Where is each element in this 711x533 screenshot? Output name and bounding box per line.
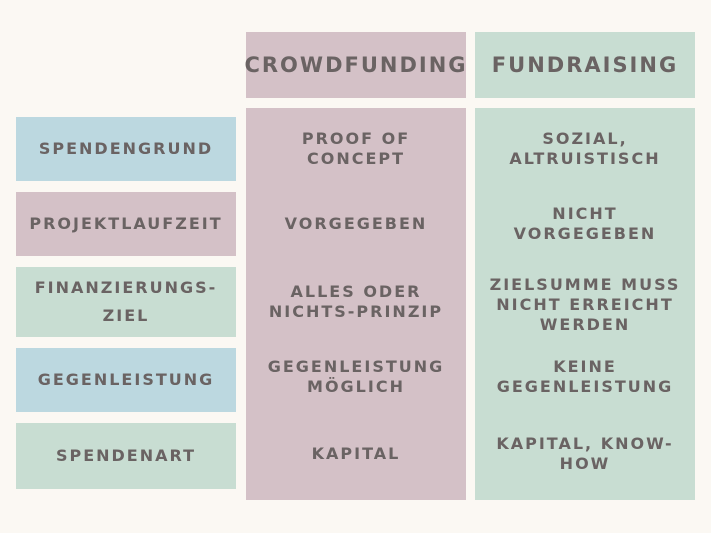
crowdfunding-cell-finanzierungsziel: ALLES ODER NICHTS-PRINZIP	[268, 282, 444, 321]
fundraising-cell-finanzierungsziel: ZIELSUMME MUSS NICHT ERREICHT WERDEN	[489, 275, 681, 334]
crowdfunding-cell-projektlaufzeit: VORGEGEBEN	[284, 214, 428, 233]
row-label-spendenart: SPENDENART	[16, 423, 236, 489]
crowdfunding-cell-spendenart: KAPITAL	[311, 444, 401, 463]
row-label-finanzierungsziel: FINANZIERUNGS- ZIEL	[16, 267, 236, 337]
row-label-spendengrund: SPENDENGRUND	[16, 117, 236, 181]
crowdfunding-cell-gegenleistung: GEGENLEISTUNG MÖGLICH	[267, 357, 445, 396]
fundraising-cell-projektlaufzeit: NICHT VORGEGEBEN	[513, 204, 657, 243]
fundraising-cell-spendenart: KAPITAL, KNOW- HOW	[496, 434, 674, 473]
header-fundraising: FUNDRAISING	[475, 32, 695, 98]
fundraising-cell-gegenleistung: KEINE GEGENLEISTUNG	[496, 357, 674, 396]
crowdfunding-column	[246, 108, 466, 500]
fundraising-cell-spendengrund: SOZIAL, ALTRUISTISCH	[509, 129, 661, 168]
header-crowdfunding: CROWDFUNDING	[244, 32, 466, 98]
row-label-gegenleistung: GEGENLEISTUNG	[16, 348, 236, 412]
crowdfunding-cell-spendengrund: PROOF OF CONCEPT	[301, 129, 411, 168]
row-label-projektlaufzeit: PROJEKTLAUFZEIT	[16, 192, 236, 256]
fundraising-column	[475, 108, 695, 500]
